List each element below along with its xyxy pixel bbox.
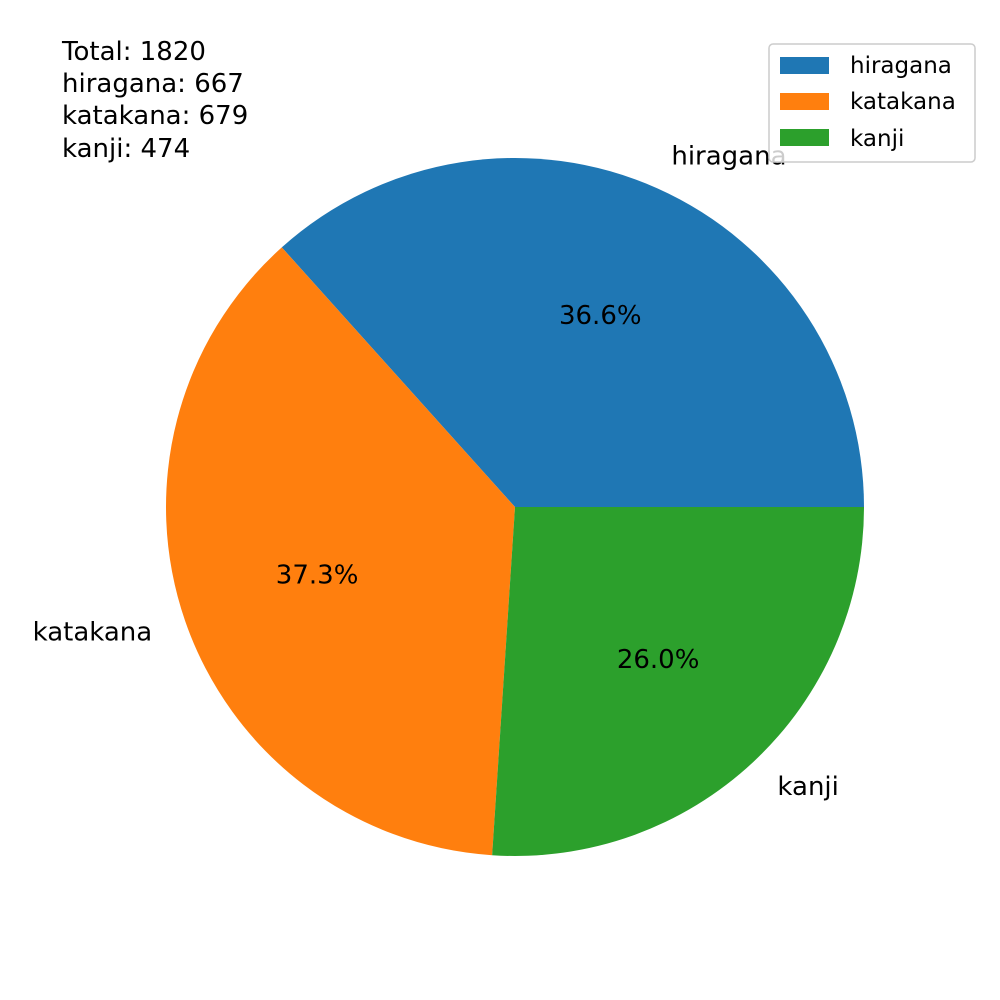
pie-slices — [166, 157, 865, 856]
annotation-line-katakana: katakana: 679 — [62, 101, 248, 131]
summary-annotation: Total: 1820 hiragana: 667 katakana: 679 … — [61, 37, 248, 164]
slice-label-hiragana: hiragana — [671, 141, 786, 171]
legend-label-hiragana: hiragana — [850, 53, 952, 79]
slice-label-kanji: kanji — [777, 772, 838, 802]
slice-label-katakana: katakana — [33, 618, 153, 648]
legend-label-kanji: kanji — [850, 126, 904, 152]
legend-swatch-katakana — [780, 93, 829, 110]
pie-slice-kanji — [492, 507, 865, 856]
slice-percent-katakana: 37.3% — [276, 560, 359, 590]
legend-swatch-kanji — [780, 129, 829, 146]
pie-slice-katakana — [166, 247, 515, 856]
slice-percent-kanji: 26.0% — [617, 645, 700, 675]
annotation-line-kanji: kanji: 474 — [62, 134, 190, 164]
annotation-line-total: Total: 1820 — [61, 37, 206, 67]
legend-swatch-hiragana — [780, 57, 829, 74]
pie-percent-labels: 36.6% 37.3% 26.0% — [276, 301, 700, 675]
slice-percent-hiragana: 36.6% — [559, 301, 642, 331]
legend: hiragana katakana kanji — [768, 43, 976, 163]
pie-slice-labels: hiragana katakana kanji — [33, 141, 839, 802]
legend-label-katakana: katakana — [850, 89, 956, 115]
annotation-line-hiragana: hiragana: 667 — [62, 69, 244, 99]
pie-slice-hiragana — [281, 157, 864, 507]
